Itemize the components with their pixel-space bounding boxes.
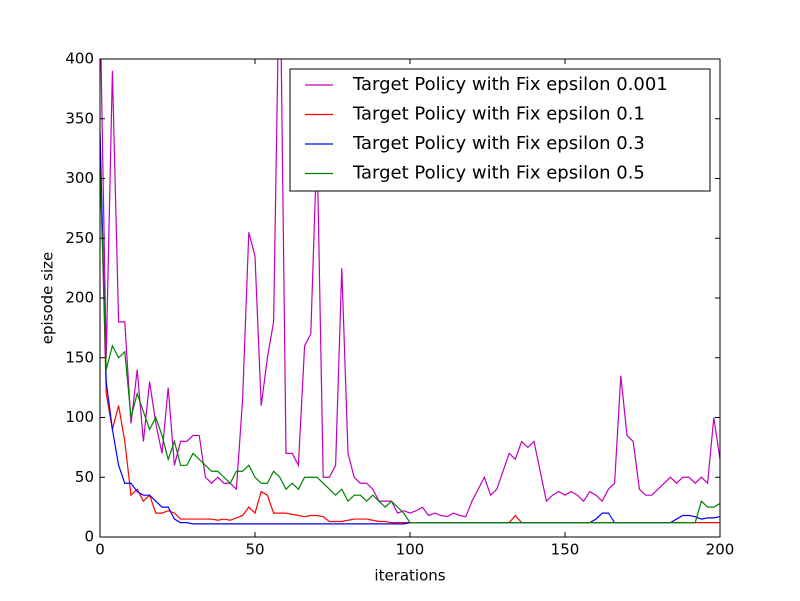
series-line (100, 166, 720, 524)
y-tick-label: 300 (65, 169, 94, 187)
y-tick-label: 400 (65, 50, 94, 68)
x-tick-label: 50 (245, 541, 264, 559)
y-tick-label: 150 (65, 348, 94, 366)
legend-label: Target Policy with Fix epsilon 0.3 (352, 133, 645, 154)
y-tick-label: 0 (84, 528, 94, 546)
y-axis-label: episode size (39, 252, 57, 345)
y-tick-label: 100 (65, 408, 94, 426)
plot-lines (100, 59, 720, 525)
y-tick-label: 250 (65, 229, 94, 247)
legend-box (289, 68, 711, 192)
x-tick-label: 150 (551, 541, 580, 559)
y-tick-label: 50 (75, 468, 94, 486)
x-axis-label: iterations (374, 567, 445, 585)
x-tick-label: 200 (706, 541, 735, 559)
y-tick-label: 350 (65, 109, 94, 127)
x-tick-label: 0 (95, 541, 105, 559)
legend-label: Target Policy with Fix epsilon 0.5 (352, 163, 645, 184)
x-tick-label: 100 (396, 541, 425, 559)
legend-label: Target Policy with Fix epsilon 0.001 (352, 74, 668, 95)
legend-label: Target Policy with Fix epsilon 0.1 (352, 104, 645, 125)
y-tick-label: 200 (65, 289, 94, 307)
